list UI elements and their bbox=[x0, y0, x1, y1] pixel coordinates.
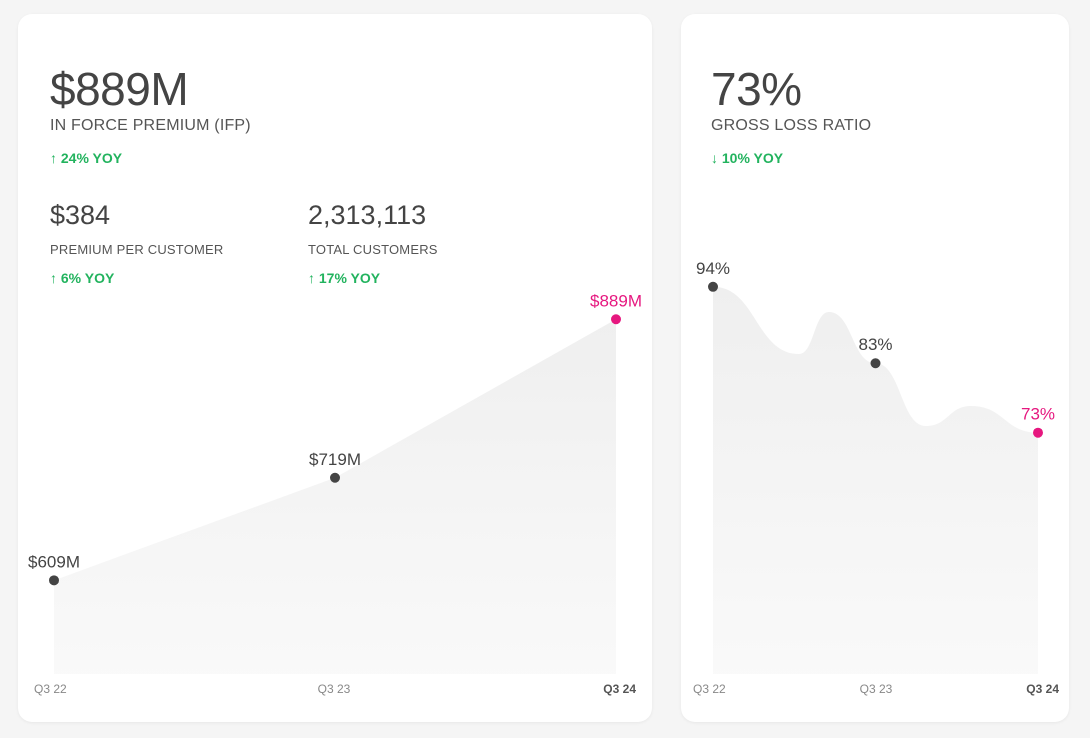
premium-per-customer-yoy: ↑ 6% YOY bbox=[50, 270, 115, 286]
total-customers-value: 2,313,113 bbox=[308, 200, 427, 230]
loss-ratio-area-chart: 94% 83% 73% Q3 22 Q3 23 Q3 24 bbox=[693, 259, 1059, 696]
loss-ratio-card: 73% GROSS LOSS RATIO ↓ 10% YOY 94% 83% 73%… bbox=[681, 14, 1069, 722]
x-tick-label: Q3 23 bbox=[860, 682, 893, 696]
total-customers-label: TOTAL CUSTOMERS bbox=[308, 242, 438, 257]
data-label: 83% bbox=[858, 335, 892, 354]
data-label: $889M bbox=[590, 291, 642, 310]
ifp-area-chart: $609M $719M $889M Q3 22 Q3 23 Q3 24 bbox=[28, 291, 642, 696]
data-label: 73% bbox=[1021, 405, 1055, 424]
loss-ratio-label: GROSS LOSS RATIO bbox=[711, 117, 872, 134]
data-point bbox=[49, 575, 59, 586]
data-label: $719M bbox=[309, 450, 361, 469]
x-tick-label: Q3 24 bbox=[1026, 682, 1059, 696]
loss-ratio-value: 73% bbox=[711, 63, 802, 115]
data-label: 94% bbox=[696, 259, 730, 278]
premium-per-customer-value: $384 bbox=[50, 200, 111, 230]
data-label: $609M bbox=[28, 552, 80, 571]
data-point bbox=[330, 472, 340, 483]
data-point bbox=[708, 281, 718, 292]
x-tick-label: Q3 24 bbox=[603, 682, 636, 696]
data-point bbox=[870, 358, 881, 369]
ifp-yoy: ↑ 24% YOY bbox=[50, 150, 123, 166]
x-tick-label: Q3 22 bbox=[693, 682, 726, 696]
ifp-value: $889M bbox=[50, 63, 189, 115]
data-point bbox=[611, 314, 621, 325]
x-tick-label: Q3 23 bbox=[318, 682, 351, 696]
x-tick-label: Q3 22 bbox=[34, 682, 67, 696]
ifp-label: IN FORCE PREMIUM (IFP) bbox=[50, 117, 251, 134]
premium-per-customer-label: PREMIUM PER CUSTOMER bbox=[50, 242, 224, 257]
data-point bbox=[1033, 427, 1043, 438]
loss-ratio-yoy: ↓ 10% YOY bbox=[711, 150, 784, 166]
ifp-card: $889M IN FORCE PREMIUM (IFP) ↑ 24% YOY $… bbox=[18, 14, 652, 722]
area-fill bbox=[54, 319, 616, 674]
area-fill bbox=[713, 286, 1038, 674]
total-customers-yoy: ↑ 17% YOY bbox=[308, 270, 381, 286]
